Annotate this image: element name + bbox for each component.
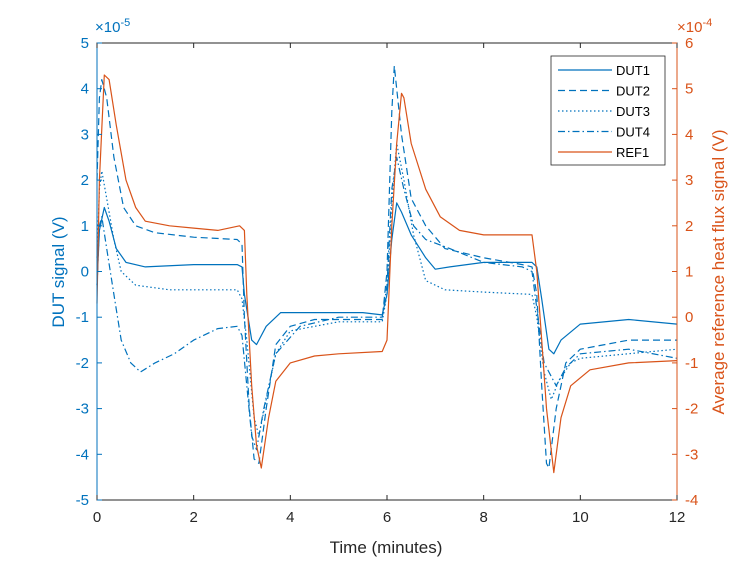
x-tick-label: 6 <box>383 509 391 526</box>
left-y-tick-label: 5 <box>81 35 89 52</box>
left-y-tick-label: -5 <box>76 492 89 509</box>
left-axis-exponent: ×10-5 <box>95 17 130 36</box>
right-y-tick-label: 2 <box>685 218 693 235</box>
right-y-tick-label: -4 <box>685 492 698 509</box>
x-tick-label: 2 <box>189 509 197 526</box>
left-y-tick-label: 0 <box>81 264 89 281</box>
right-y-tick-label: -1 <box>685 355 698 372</box>
left-y-tick-label: 2 <box>81 172 89 189</box>
right-y-tick-label: 4 <box>685 126 693 143</box>
left-y-tick-label: 3 <box>81 126 89 143</box>
left-y-axis-label: DUT signal (V) <box>49 216 68 327</box>
legend-box <box>550 55 666 166</box>
x-tick-label: 8 <box>479 509 487 526</box>
left-y-tick-label: -2 <box>76 355 89 372</box>
legend-label-dut1: DUT1 <box>616 63 650 78</box>
x-tick-label: 4 <box>286 509 294 526</box>
series-line-dut2 <box>96 65 677 469</box>
legend-label-dut3: DUT3 <box>616 104 650 119</box>
left-y-tick-label: -1 <box>76 309 89 326</box>
left-y-tick-label: 4 <box>81 81 89 98</box>
left-y-tick-label: -3 <box>76 401 89 418</box>
x-axis-label: Time (minutes) <box>330 538 443 557</box>
legend-label-dut2: DUT2 <box>616 84 650 99</box>
x-tick-label: 12 <box>669 509 686 526</box>
series-line-dut4 <box>96 156 678 451</box>
right-y-tick-label: 1 <box>685 264 693 281</box>
right-y-tick-label: -2 <box>685 401 698 418</box>
right-y-axis-label: Average reference heat flux signal (V) <box>709 129 728 414</box>
series-line-ref1 <box>96 74 678 474</box>
x-tick-label: 0 <box>93 509 101 526</box>
x-tick-label: 10 <box>572 509 589 526</box>
right-y-tick-label: 6 <box>685 35 693 52</box>
legend-label-dut4: DUT4 <box>616 125 650 140</box>
right-y-tick-label: 0 <box>685 309 693 326</box>
right-y-tick-label: 3 <box>685 172 693 189</box>
right-y-tick-label: 5 <box>685 81 693 98</box>
legend: DUT1 DUT2 DUT3 DUT4 REF1 <box>550 55 666 166</box>
left-y-tick-label: -4 <box>76 446 89 463</box>
left-y-tick-label: 1 <box>81 218 89 235</box>
series-line-dut3 <box>96 142 678 437</box>
plot-lines <box>96 65 678 474</box>
right-y-tick-label: -3 <box>685 446 698 463</box>
right-axis-exponent: ×10-4 <box>677 17 712 36</box>
legend-label-ref1: REF1 <box>616 145 649 160</box>
